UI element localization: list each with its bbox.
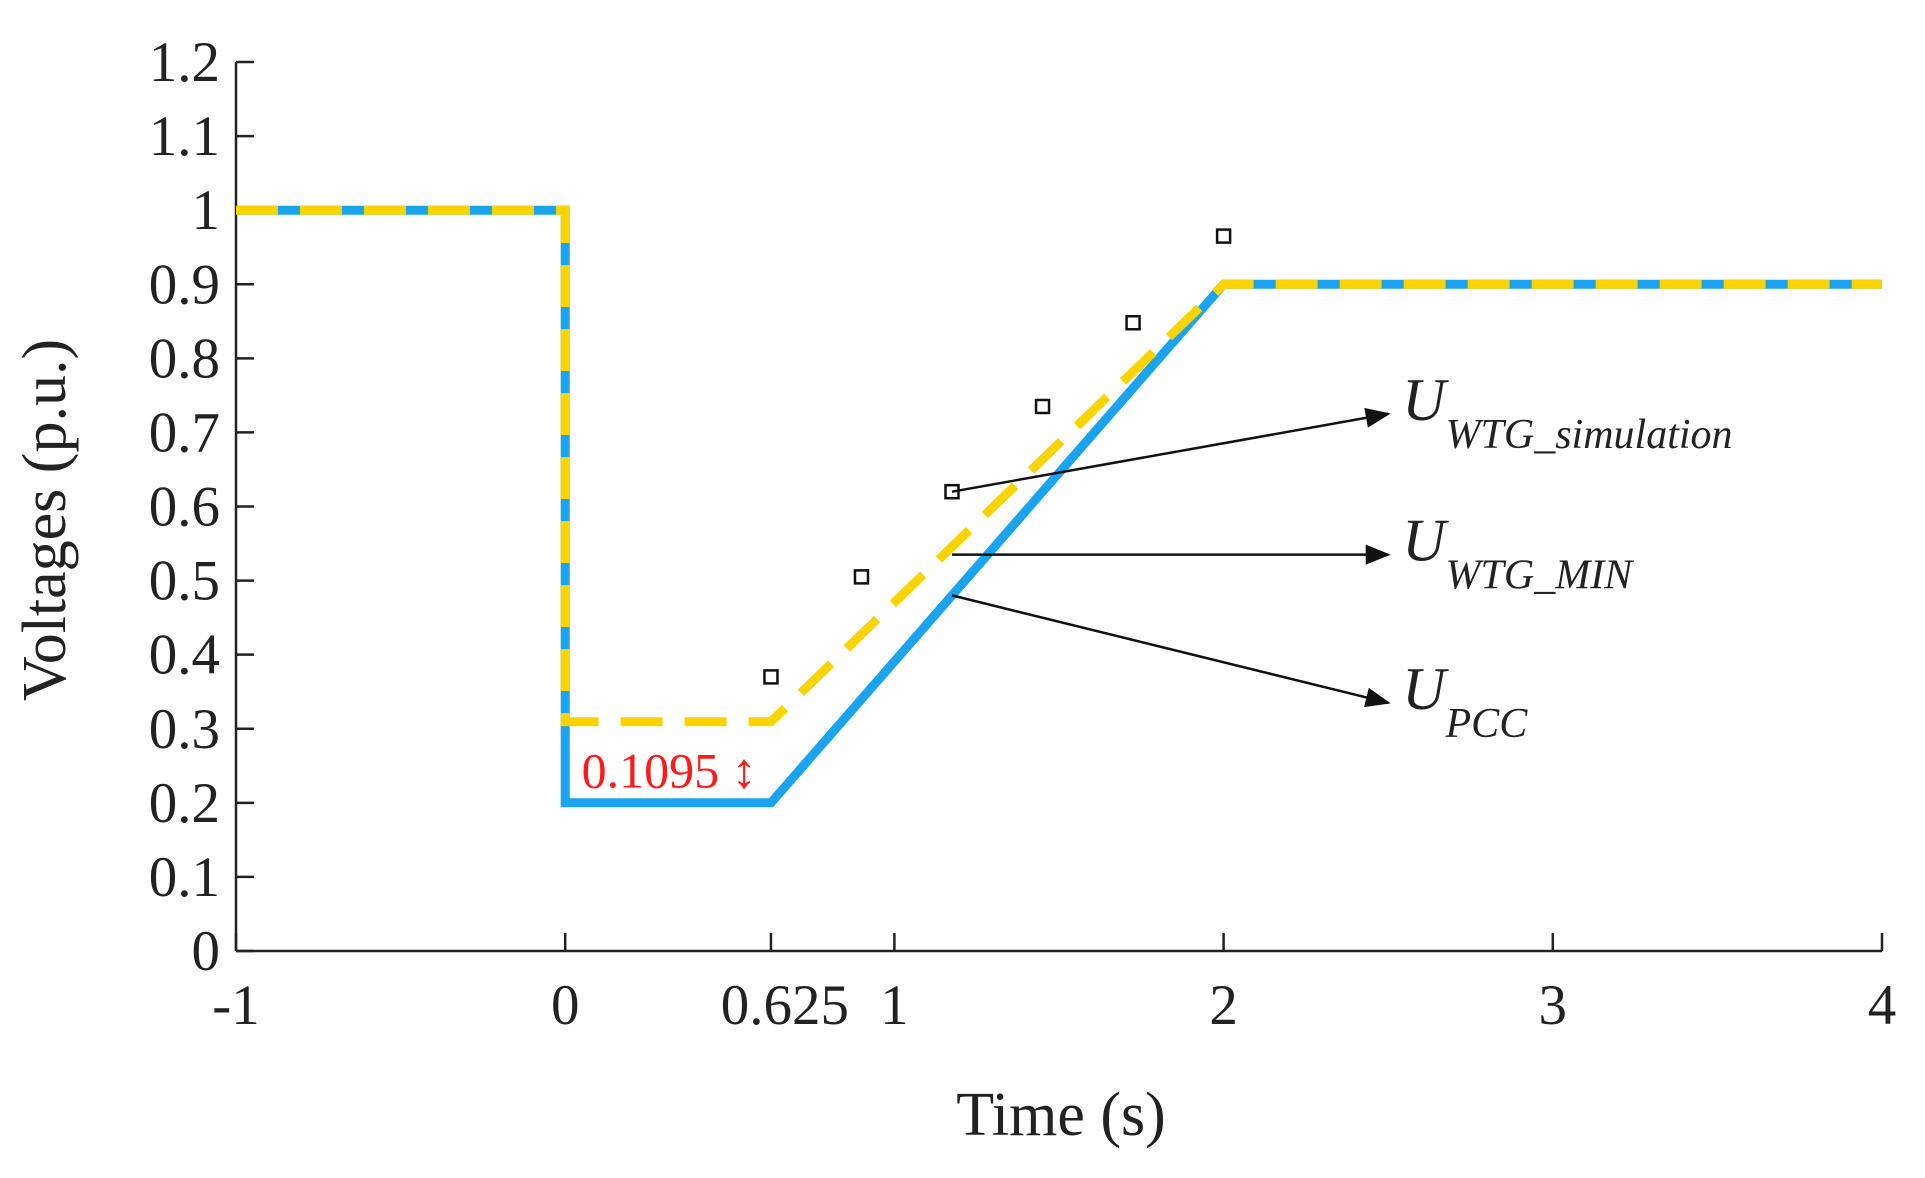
annotation-arrow (951, 408, 1391, 493)
series-marker-u-wtg-simulation (1215, 228, 1232, 244)
y-tick-label: 0.1 (149, 846, 220, 909)
annotation-label: UPCC (1402, 656, 1528, 747)
y-tick-label: 0.4 (149, 624, 220, 687)
x-tick-label: 0 (551, 974, 580, 1037)
x-tick-label: 1 (880, 974, 909, 1037)
series-line-u-wtg-min (236, 205, 1882, 727)
series-marker-u-wtg-simulation (853, 569, 870, 585)
x-tick-label: 4 (1868, 974, 1897, 1037)
x-tick-label: 0.625 (721, 974, 849, 1037)
x-tick-label: 2 (1209, 974, 1238, 1037)
y-tick-label: 0.5 (149, 550, 220, 613)
y-tick-label: 1.2 (149, 31, 220, 94)
y-tick-label: 1.1 (149, 105, 220, 168)
y-tick-label: 1 (192, 179, 221, 242)
axes: 00.10.20.30.40.50.60.70.80.911.11.2-1 0 0.… (149, 31, 1897, 1037)
y-tick-label: 0.9 (149, 253, 220, 316)
gap-label: 0.1095 ↕ (582, 742, 757, 798)
x-tick-label: 3 (1539, 974, 1568, 1037)
series-line-u-pcc (236, 205, 1882, 808)
y-tick-label: 0.2 (149, 772, 220, 835)
series-marker-u-wtg-simulation (1034, 398, 1051, 415)
annotation-label: UWTG_MIN (1402, 508, 1634, 599)
series-marker-u-wtg-simulation (1125, 315, 1141, 331)
y-tick-label: 0 (192, 920, 221, 983)
annotation-label: UWTG_simulation (1402, 367, 1732, 458)
series-group (236, 205, 1882, 808)
annotations: UWTG_simulation UWTG_MIN UPCC 0.1095 ↕ (582, 367, 1733, 799)
y-axis-title: Voltages (p.u.) (11, 339, 79, 701)
annotation-arrow (951, 594, 1391, 708)
y-tick-label: 0.3 (149, 698, 220, 761)
y-tick-label: 0.7 (149, 401, 220, 464)
series-marker-u-wtg-simulation (763, 669, 779, 685)
x-tick-label: -1 (212, 974, 259, 1037)
y-tick-label: 0.8 (149, 327, 220, 390)
y-tick-label: 0.6 (149, 476, 220, 539)
x-axis-title: Time (s) (956, 1081, 1166, 1149)
